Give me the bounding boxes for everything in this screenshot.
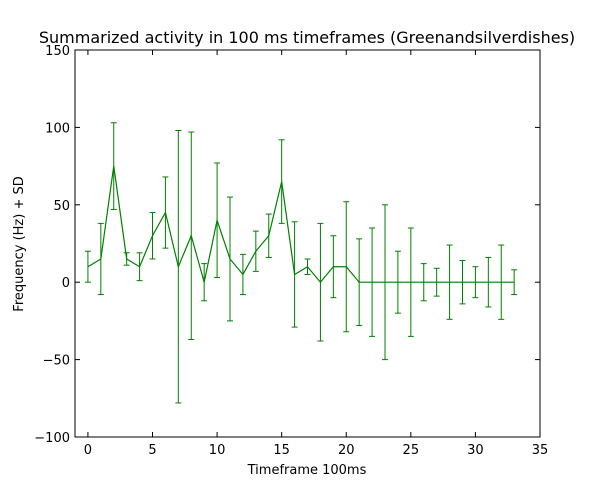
y-tick-label: 0 [62,276,70,291]
x-tick-label: 0 [84,443,92,458]
axes-frame [74,49,541,438]
y-tick-label: −100 [34,431,70,446]
x-tick-label: 35 [532,443,549,458]
y-axis-label: Frequency (Hz) + SD [12,176,27,311]
x-tick-label: 30 [467,443,484,458]
x-tick-label: 15 [273,443,290,458]
x-tick-label: 5 [148,443,156,458]
y-tick-label: 50 [53,199,70,214]
chart-title: Summarized activity in 100 ms timeframes… [39,28,575,47]
series-line [87,166,515,284]
x-tick-label: 10 [209,443,226,458]
y-tick-label: 150 [45,44,70,59]
x-axis-label: Timeframe 100ms [247,463,367,478]
x-tick-label: 20 [338,443,355,458]
y-tick-label: −50 [43,354,70,369]
y-tick-label: 100 [45,121,70,136]
plot-area: 0 5 10 15 20 25 30 35 −100 −50 0 50 100 150 [34,44,548,458]
x-tick-label: 25 [403,443,420,458]
